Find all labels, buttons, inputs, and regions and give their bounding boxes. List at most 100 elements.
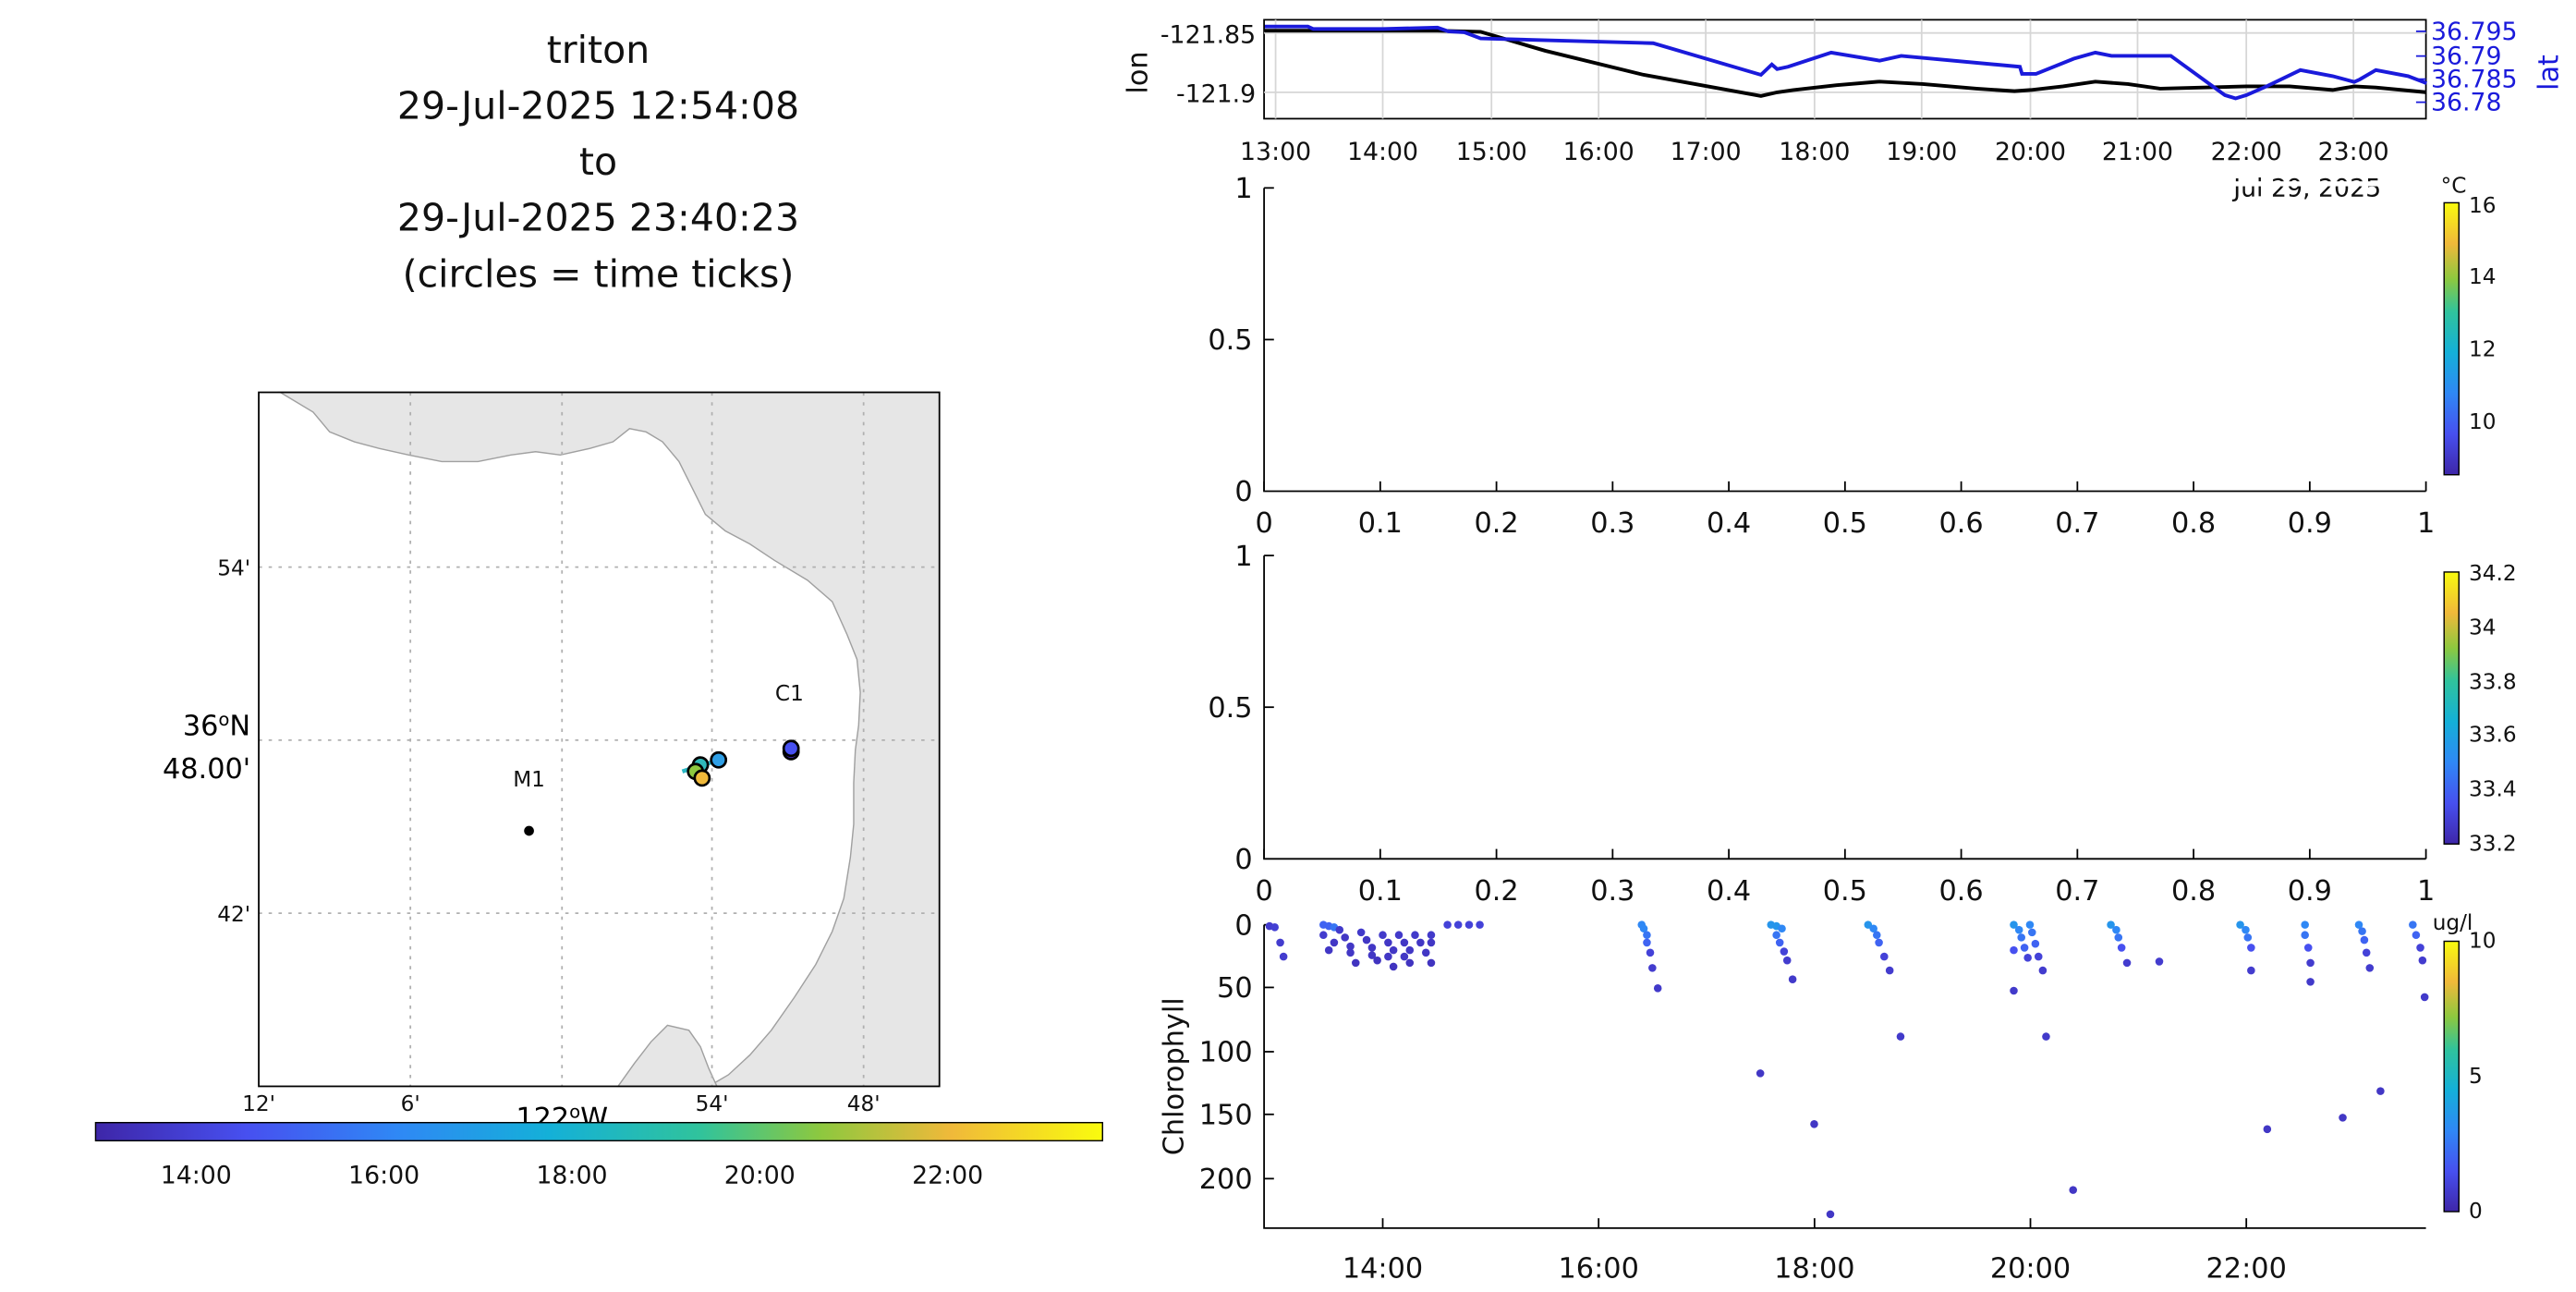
chl-point <box>2354 920 2363 929</box>
lon-axis-label: lon <box>1122 51 1154 93</box>
chl-point <box>1646 948 1655 957</box>
sal-x-tick: 0.5 <box>1823 875 1867 908</box>
chl-point <box>1389 962 1398 971</box>
chl-point <box>2360 935 2369 945</box>
sal-colorbar-tick: 33.4 <box>2469 777 2517 802</box>
chl-point <box>2376 1087 2385 1095</box>
map-land <box>277 391 941 1088</box>
chl-axis-label: Chlorophyll <box>1159 997 1191 1155</box>
map-lon-tick-2: 6' <box>401 1091 420 1116</box>
temp-x-tick: 0 <box>1255 507 1272 540</box>
time-colorbar-tick: 18:00 <box>536 1162 607 1190</box>
chl-point <box>1443 920 1452 929</box>
station-m1-label: M1 <box>513 767 545 792</box>
map-gridlines <box>259 392 940 1087</box>
chl-x-tick: 16:00 <box>1559 1252 1639 1285</box>
title-line-1: triton <box>547 28 650 72</box>
chl-point <box>1356 928 1366 937</box>
chl-point <box>2117 944 2126 952</box>
sal-colorbar <box>2443 571 2460 845</box>
map-lat-deg-label: 36oN <box>183 709 250 743</box>
lat-tick: 36.785 <box>2431 66 2518 94</box>
chl-colorbar-unit: ug/l <box>2433 910 2473 935</box>
temp-x-tick: 1 <box>2417 507 2435 540</box>
lon-tick: -121.85 <box>1160 20 1256 49</box>
time-colorbar-tick: 14:00 <box>161 1162 232 1190</box>
chl-point <box>2031 939 2040 948</box>
title-line-4: 29-Jul-2025 23:40:23 <box>397 196 799 240</box>
chl-point <box>2247 944 2255 952</box>
map-time-tick-17 <box>710 750 728 769</box>
chl-point <box>2339 1114 2347 1122</box>
chl-point <box>1643 938 1651 947</box>
map-lon-tick-1: 12' <box>242 1091 275 1116</box>
temp-x-tick: 0.4 <box>1707 507 1751 540</box>
chl-point <box>1421 948 1430 957</box>
chl-point <box>2263 1125 2272 1134</box>
chl-point <box>2023 954 2032 962</box>
chl-point <box>1885 966 1894 975</box>
lonlat-x-tick: 19:00 <box>1886 138 1957 166</box>
sal-colorbar-tick: 33.8 <box>2469 670 2517 695</box>
lonlat-x-tick: 21:00 <box>2102 138 2173 166</box>
chl-point <box>1643 931 1651 939</box>
chl-point <box>2114 933 2123 942</box>
sal-x-ticks: 0 0.1 0.2 0.3 0.4 0.5 0.6 0.7 0.8 0.9 1 <box>1255 848 2435 908</box>
chl-point <box>1270 923 1279 932</box>
chl-point <box>1279 952 1288 961</box>
chl-colorbar-tick: 0 <box>2469 1199 2483 1224</box>
chl-point <box>1384 952 1392 961</box>
chl-x-tick: 22:00 <box>2206 1252 2287 1285</box>
chl-x-tick: 14:00 <box>1343 1252 1423 1285</box>
time-colorbar-tick: 16:00 <box>348 1162 419 1190</box>
chl-point <box>2306 978 2315 986</box>
map-frame <box>258 391 941 1088</box>
sal-axes <box>1263 555 2426 860</box>
chl-point <box>2418 956 2427 965</box>
chl-point <box>2416 944 2424 952</box>
temp-colorbar-tick: 16 <box>2469 193 2497 218</box>
chl-point <box>1389 945 1398 955</box>
chl-point <box>1416 938 1425 947</box>
chl-point <box>2236 920 2244 929</box>
chl-point <box>1476 920 1484 929</box>
map-lon-tick-4: 48' <box>847 1091 881 1116</box>
chl-point <box>1653 984 1662 993</box>
sal-x-tick: 0.3 <box>1590 875 1634 908</box>
sal-x-tick: 0.9 <box>2288 875 2332 908</box>
lat-tick: 36.795 <box>2431 18 2518 46</box>
chl-point <box>1427 938 1436 947</box>
chl-point <box>1453 920 1463 929</box>
chl-point <box>1367 944 1377 952</box>
temp-x-tick: 0.7 <box>2055 507 2099 540</box>
chl-point <box>2247 966 2255 975</box>
chl-axes <box>1263 924 2426 1229</box>
chl-point <box>2365 964 2375 972</box>
chl-y-tick: 50 <box>1217 972 1253 1005</box>
time-colorbar-tick: 22:00 <box>912 1162 983 1190</box>
time-colorbar-ticks: 14:00 16:00 18:00 20:00 22:00 <box>161 1162 983 1190</box>
chl-point <box>1324 945 1333 955</box>
sal-x-tick: 0.8 <box>2171 875 2216 908</box>
temp-x-tick: 0.2 <box>1474 507 1518 540</box>
lonlat-x-tick: 17:00 <box>1671 138 1742 166</box>
map-time-tick-22 <box>693 769 711 787</box>
chl-x-tick: 18:00 <box>1774 1252 1854 1285</box>
chl-point <box>1648 964 1657 972</box>
title-line-5: (circles = time ticks) <box>403 251 795 296</box>
sal-y-tick: 0.5 <box>1208 692 1252 725</box>
chl-point <box>1826 1210 1835 1219</box>
lonlat-x-tick: 22:00 <box>2211 138 2282 166</box>
sal-colorbar-tick: 34.2 <box>2469 561 2517 586</box>
sal-x-tick: 0.4 <box>1707 875 1751 908</box>
title-line-2: 29-Jul-2025 12:54:08 <box>397 83 799 128</box>
temp-x-tick: 0.3 <box>1590 507 1634 540</box>
lonlat-x-tick: 13:00 <box>1240 138 1311 166</box>
chl-point <box>1373 956 1381 965</box>
title-line-3: to <box>579 140 617 184</box>
salinity-panel: 1 0.5 0 0 0.1 0.2 0.3 0.4 0.5 0.6 0.7 0.8 0.9 1 33… <box>1208 541 2516 908</box>
chl-point <box>1400 938 1409 947</box>
temp-x-tick: 0.9 <box>2288 507 2332 540</box>
chl-point <box>1775 938 1784 947</box>
chl-point <box>2242 925 2250 934</box>
